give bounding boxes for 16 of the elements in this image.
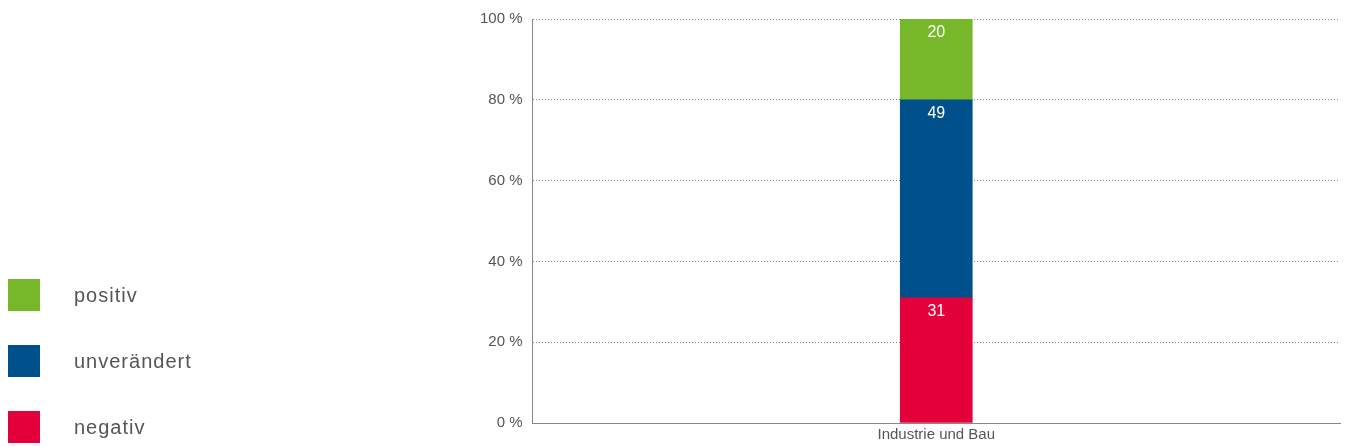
bar [899,19,973,101]
legend-label: positiv [74,283,138,307]
bar [899,297,973,423]
y-tick-label: 80 % [488,89,523,107]
x-tick-label: Industrie und Bau [877,425,996,443]
y-tick-label: 20 % [488,332,523,350]
data-label: 31 [927,302,946,320]
y-tick-label: 0 % [496,413,523,431]
y-tick-label: 40 % [488,251,523,269]
data-label: 20 [927,23,946,41]
bar [899,99,973,299]
data-label: 49 [927,104,946,122]
legend-label: negativ [74,415,146,439]
legend-label: unverändert [74,349,192,373]
y-tick-label: 60 % [488,170,523,188]
y-tick-label: 100 % [479,9,523,27]
